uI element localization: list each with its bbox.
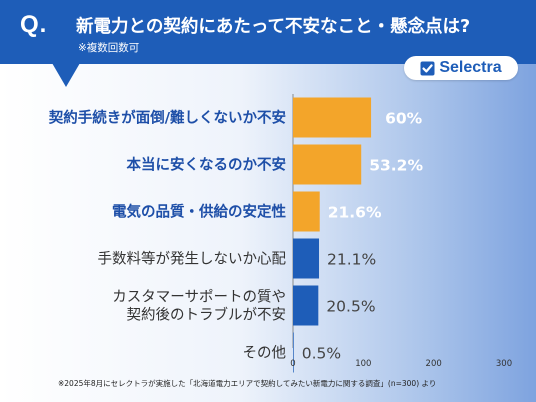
bar [293,191,320,232]
category-label: その他 [243,345,287,362]
data-label: 53.2% [369,157,423,175]
source-footnote: ※2025年8月にセレクトラが実施した「北海道電力エリアで契約してみたい新電力に… [58,379,437,388]
x-tick-label: 0 [290,359,295,369]
logo-text: Selectra [439,59,502,76]
question-mark: Q. [20,11,48,38]
question-header: Q. 新電力との契約にあたって不安なこと・懸念点は? ※複数回数可 [0,0,536,64]
data-label: 60% [385,110,423,128]
data-label: 20.5% [326,298,375,316]
page-title: 新電力との契約にあたって不安なこと・懸念点は? [76,17,471,37]
category-label: カスタマーサポートの質や契約後のトラブルが不安 [112,288,286,324]
selectra-logo: Selectra [404,56,518,80]
data-label: 0.5% [302,345,341,363]
bar [293,144,362,185]
x-tick-label: 200 [426,359,442,369]
category-label: 電気の品質・供給の安定性 [112,203,286,221]
bar [293,332,294,373]
x-tick-label: 300 [496,359,512,369]
category-label: 契約手続きが面倒/難しくないか不安 [48,109,286,127]
bar [293,285,319,326]
data-label: 21.1% [327,251,376,269]
x-tick-label: 100 [355,359,371,369]
bar [293,238,320,279]
page-subtitle: ※複数回数可 [78,42,140,54]
data-label: 21.6% [328,204,382,222]
check-square-icon [420,61,435,75]
category-label: 手数料等が発生しないか心配 [98,250,287,268]
category-label: 本当に安くなるのか不安 [127,156,287,174]
speech-pointer [52,63,80,87]
bar [293,97,372,138]
